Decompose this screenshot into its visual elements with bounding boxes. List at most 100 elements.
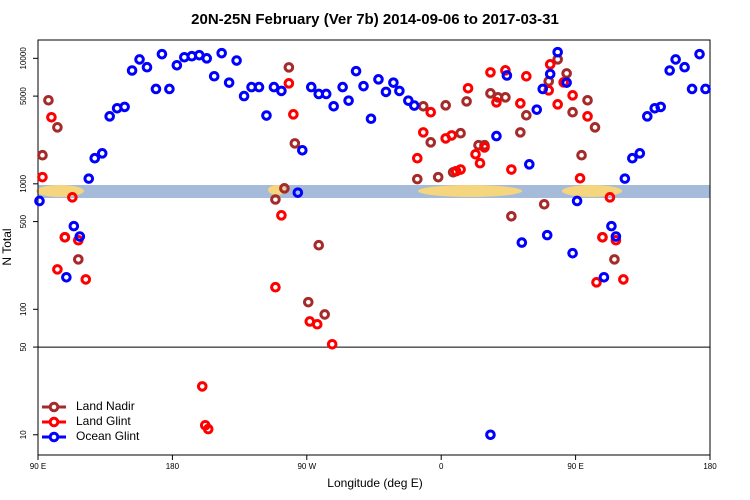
legend-marker [48, 431, 60, 443]
point [319, 309, 331, 320]
point [598, 271, 610, 283]
point [552, 99, 563, 110]
point [409, 100, 420, 111]
point [500, 65, 511, 76]
point [320, 88, 332, 100]
point [567, 90, 578, 101]
point [270, 281, 281, 293]
point [500, 92, 511, 103]
x-axis-label: Longitude (deg E) [327, 476, 422, 490]
point [561, 68, 572, 79]
point [582, 94, 593, 106]
x-tick-label: 90 E [567, 462, 583, 471]
point [412, 173, 423, 185]
point [455, 127, 466, 139]
point [485, 429, 496, 441]
point [461, 96, 472, 107]
point [73, 254, 84, 265]
point [68, 220, 80, 232]
point [156, 48, 168, 60]
land-strip [418, 185, 522, 197]
map-strip [36, 185, 710, 198]
point [531, 104, 543, 115]
x-tick-label: 90 W [297, 462, 316, 471]
point [394, 85, 405, 97]
point [655, 101, 667, 113]
legend-label: Ocean Glint [76, 429, 140, 443]
point [328, 100, 339, 112]
point [479, 142, 490, 153]
point [34, 195, 45, 207]
point [134, 54, 145, 65]
point [208, 70, 220, 82]
point [261, 110, 272, 121]
point [485, 88, 496, 99]
point [589, 122, 601, 133]
point [141, 61, 153, 73]
point [506, 210, 517, 222]
point [83, 173, 95, 184]
point [59, 231, 71, 243]
y-tick-label: 10 [19, 430, 28, 439]
point [380, 86, 392, 98]
point [576, 149, 587, 161]
point [544, 59, 556, 70]
point [610, 231, 622, 242]
x-tick-label: 180 [703, 462, 717, 471]
point [417, 100, 429, 112]
point [37, 171, 48, 183]
point [305, 81, 317, 93]
point [350, 65, 362, 77]
point [67, 192, 78, 203]
y-tick-label: 10000 [19, 47, 28, 70]
y-tick-label: 1000 [19, 174, 28, 192]
point [283, 78, 295, 89]
point [521, 71, 532, 82]
point [634, 148, 646, 159]
point [541, 229, 553, 241]
point [425, 106, 437, 118]
point [297, 144, 308, 156]
y-tick-label: 100 [19, 302, 28, 316]
point [491, 97, 502, 108]
point [485, 67, 496, 78]
chart-title: 20N-25N February (Ver 7b) 2014-09-06 to … [191, 11, 559, 28]
point [201, 53, 213, 64]
point [223, 77, 235, 88]
point [591, 277, 602, 288]
point [343, 95, 354, 106]
point [150, 83, 162, 95]
x-tick-label: 0 [439, 462, 444, 471]
point [388, 77, 399, 88]
point [74, 231, 86, 242]
point [119, 101, 130, 113]
point [216, 47, 227, 59]
point [52, 264, 63, 275]
point [609, 254, 620, 265]
point [664, 65, 675, 76]
y-tick-label: 50 [19, 342, 28, 351]
point [561, 77, 572, 88]
point [604, 192, 616, 203]
point [425, 137, 437, 148]
point [567, 106, 578, 118]
point [164, 83, 175, 95]
point [313, 239, 325, 251]
point [524, 159, 535, 170]
legend-label: Land Glint [76, 414, 131, 428]
point [521, 110, 532, 121]
point [289, 138, 301, 149]
point [515, 127, 526, 138]
point [597, 231, 608, 243]
point [455, 164, 466, 175]
point [311, 318, 323, 330]
point [567, 247, 578, 259]
point [417, 127, 429, 138]
point [686, 83, 698, 95]
point [126, 65, 138, 76]
x-tick-label: 90 E [30, 462, 46, 471]
point [694, 48, 705, 60]
point [619, 173, 631, 184]
point [46, 111, 57, 123]
